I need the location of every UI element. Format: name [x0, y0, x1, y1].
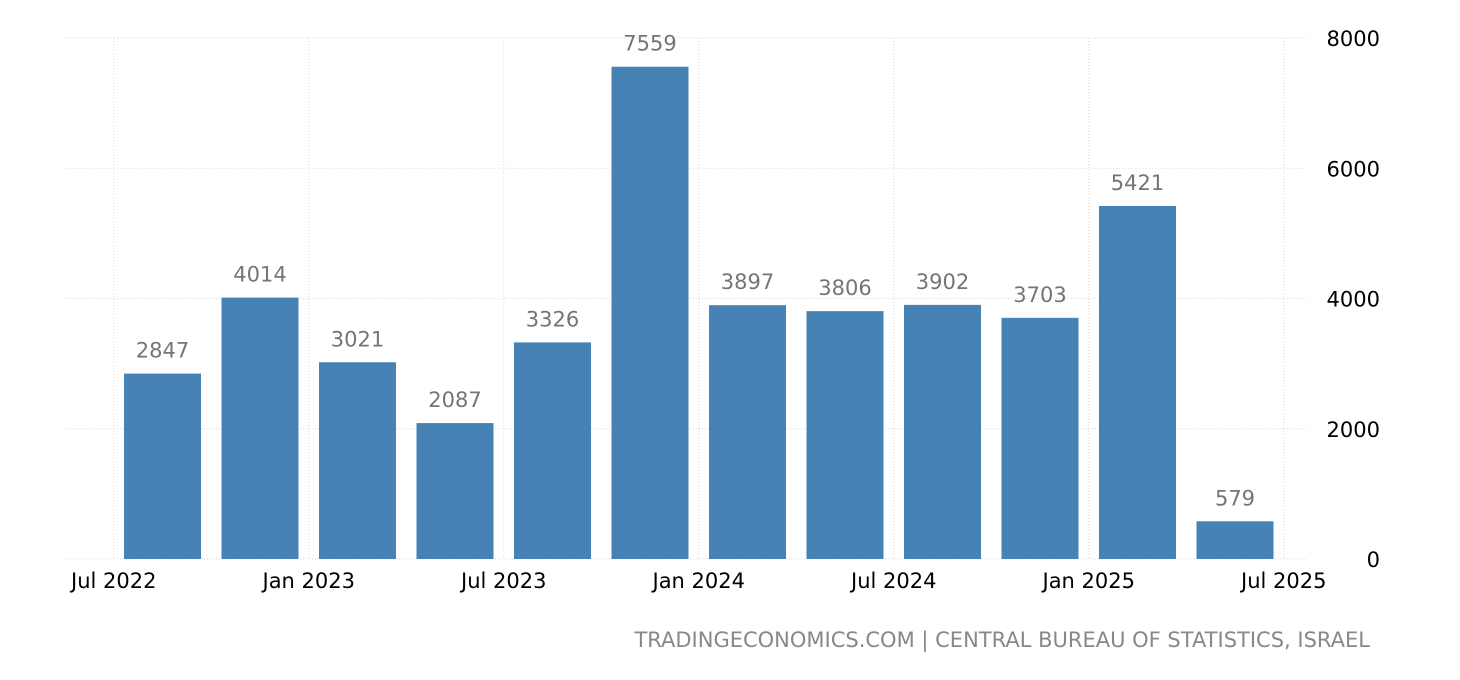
bar	[124, 373, 201, 559]
x-tick-label: Jul 2025	[1239, 569, 1326, 593]
bar	[416, 423, 494, 559]
data-label: 579	[1215, 486, 1255, 510]
bar	[319, 362, 396, 559]
data-label: 4014	[233, 263, 286, 287]
bar	[904, 304, 981, 559]
x-axis-ticks: Jul 2022 Jan 2023 Jul 2023 Jan 2024 Jul 2024…	[69, 569, 1326, 593]
x-tick-label: Jan 2024	[651, 569, 746, 593]
bars	[124, 66, 1274, 559]
data-label: 3703	[1013, 283, 1066, 307]
bar	[806, 311, 884, 559]
y-tick-label: 8000	[1327, 27, 1380, 51]
x-tick-label: Jul 2024	[849, 569, 936, 593]
bar	[1196, 521, 1274, 559]
bar	[1099, 205, 1176, 559]
y-tick-label: 4000	[1327, 288, 1380, 312]
data-label: 3806	[818, 276, 871, 300]
bar	[514, 342, 591, 559]
data-label: 3326	[526, 307, 579, 331]
data-label: 3902	[916, 270, 969, 294]
x-tick-label: Jan 2025	[1041, 569, 1136, 593]
bar	[709, 305, 786, 559]
x-tick-label: Jan 2023	[261, 569, 356, 593]
bar	[611, 66, 689, 559]
data-label: 3897	[721, 270, 774, 294]
y-axis-ticks: 0 2000 4000 6000 8000	[1327, 27, 1380, 572]
y-tick-label: 2000	[1327, 418, 1380, 442]
x-tick-label: Jul 2023	[459, 569, 546, 593]
y-tick-label: 0	[1367, 548, 1380, 572]
x-tick-label: Jul 2022	[69, 569, 156, 593]
data-label: 5421	[1111, 171, 1164, 195]
y-tick-label: 6000	[1327, 157, 1380, 181]
data-labels: 2847 4014 3021 2087 3326 7559 3897 3806 3902 3703…	[136, 32, 1255, 511]
data-label: 3021	[331, 327, 384, 351]
data-label: 2087	[428, 388, 481, 412]
source-credit: TRADINGECONOMICS.COM | CENTRAL BUREAU OF…	[634, 628, 1370, 652]
bar	[1001, 317, 1079, 559]
data-label: 2847	[136, 339, 189, 363]
data-label: 7559	[623, 32, 676, 56]
bar	[221, 297, 299, 559]
